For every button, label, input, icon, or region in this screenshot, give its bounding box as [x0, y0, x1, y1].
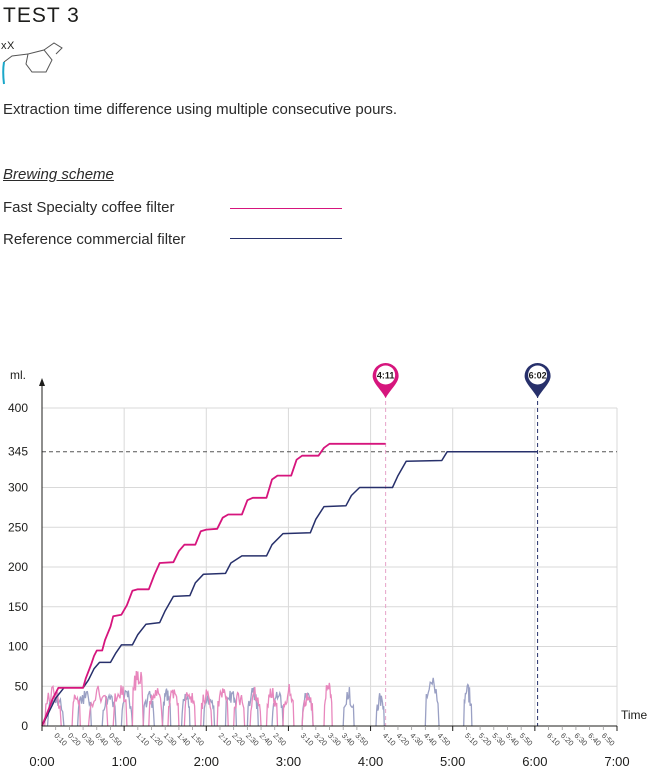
- fast_flow-burst: [71, 694, 81, 727]
- fast_flow-burst: [323, 682, 333, 727]
- x-minor-tick-label: 4:30: [408, 731, 425, 748]
- x-minor-tick-label: 6:20: [559, 731, 576, 748]
- reference-marker-face: [528, 365, 548, 385]
- legend-line-reference: [230, 238, 342, 239]
- x-axis-label: Time: [621, 708, 648, 722]
- fast-marker-label: 4:11: [377, 371, 395, 381]
- reference-marker-label: 6:02: [529, 371, 547, 381]
- fast-marker-face: [376, 365, 396, 385]
- fast_flow-burst: [112, 685, 128, 727]
- x-minor-tick-label: 6:50: [600, 731, 617, 748]
- x-major-tick-label: 5:00: [440, 754, 465, 769]
- y-tick-label: 250: [8, 520, 28, 534]
- x-minor-tick-label: 3:10: [299, 731, 316, 748]
- x-major-tick-label: 7:00: [604, 754, 629, 769]
- y-tick-label: 0: [21, 719, 28, 733]
- fast_flow-burst: [216, 688, 229, 727]
- fast_flow-burst: [301, 693, 314, 727]
- description: Extraction time difference using multipl…: [3, 101, 398, 118]
- reference-volume-line: [41, 450, 538, 727]
- page-title: TEST 3: [3, 4, 80, 27]
- reference_flow-burst: [76, 690, 92, 727]
- fast_flow-burst: [249, 686, 262, 727]
- fast-volume-line: [41, 442, 386, 727]
- x-minor-tick-label: 6:30: [573, 731, 590, 748]
- reference_flow-burst: [424, 677, 440, 727]
- x-minor-tick-label: 0:30: [80, 731, 97, 748]
- reference_flow-burst: [463, 683, 473, 727]
- y-tick-label: 400: [8, 401, 28, 415]
- fast_flow-burst: [265, 688, 279, 727]
- x-minor-tick-label: 5:10: [463, 731, 480, 748]
- x-minor-tick-label: 0:10: [52, 731, 69, 748]
- fast_flow-burst: [183, 692, 196, 727]
- reference_flow-burst: [246, 687, 259, 727]
- fast_flow-burst: [200, 689, 213, 727]
- x-major-tick-label: 2:00: [194, 754, 219, 769]
- fast_flow-burst: [148, 688, 164, 727]
- x-minor-tick-label: 2:20: [230, 731, 247, 748]
- x-minor-tick-label: 5:50: [518, 731, 535, 748]
- x-minor-tick-label: 4:50: [436, 731, 453, 748]
- scheme-heading: Brewing scheme: [3, 166, 114, 183]
- x-major-tick-label: 0:00: [29, 754, 54, 769]
- reference_flow-burst: [342, 687, 355, 727]
- reference_flow-burst: [101, 692, 117, 727]
- legend-line-fast: [230, 208, 342, 209]
- x-minor-tick-label: 6:10: [545, 731, 562, 748]
- x-minor-tick-label: 5:40: [504, 731, 521, 748]
- logo-text: xX: [1, 40, 15, 52]
- x-major-tick-label: 6:00: [522, 754, 547, 769]
- fast_flow-burst: [282, 684, 295, 727]
- reference_flow-burst: [142, 690, 155, 727]
- x-minor-tick-label: 1:20: [148, 731, 165, 748]
- x-minor-tick-label: 0:40: [93, 731, 110, 748]
- kettle-logo-icon: [2, 42, 63, 85]
- x-minor-tick-label: 3:30: [326, 731, 343, 748]
- x-major-tick-label: 3:00: [276, 754, 301, 769]
- x-minor-tick-label: 5:20: [477, 731, 494, 748]
- x-major-tick-label: 4:00: [358, 754, 383, 769]
- y-tick-label: 100: [8, 640, 28, 654]
- x-minor-tick-label: 3:20: [312, 731, 329, 748]
- x-minor-tick-label: 6:40: [586, 731, 603, 748]
- x-minor-tick-label: 2:40: [258, 731, 275, 748]
- x-minor-tick-label: 1:30: [162, 731, 179, 748]
- x-minor-tick-label: 3:50: [353, 731, 370, 748]
- x-minor-tick-label: 1:40: [175, 731, 192, 748]
- y-axis-arrow: [39, 378, 45, 386]
- x-minor-tick-label: 3:40: [340, 731, 357, 748]
- x-minor-tick-label: 2:50: [271, 731, 288, 748]
- x-major-tick-label: 1:00: [111, 754, 136, 769]
- brewing-chart: 0 50 100 150 200 250 300 400 345 4:11 6:02 ml. Time 0…: [8, 363, 648, 769]
- reference_flow-burst: [120, 689, 134, 727]
- y-tick-label: 300: [8, 481, 28, 495]
- x-minor-tick-label: 4:10: [381, 731, 398, 748]
- y-tick-label: 50: [15, 679, 29, 693]
- fast_flow-burst: [44, 685, 62, 727]
- reference_flow-burst: [375, 693, 385, 727]
- x-minor-tick-label: 1:10: [134, 731, 151, 748]
- x-minor-tick-label: 0:20: [66, 731, 83, 748]
- fast_flow-burst: [233, 691, 246, 727]
- y-tick-label: 150: [8, 600, 28, 614]
- fast_flow-burst: [167, 689, 180, 727]
- y-tick-label: 200: [8, 560, 28, 574]
- x-minor-tick-label: 1:50: [189, 731, 206, 748]
- x-minor-tick-label: 0:50: [107, 731, 124, 748]
- x-minor-tick-label: 2:30: [244, 731, 261, 748]
- legend-label-fast: Fast Specialty coffee filter: [3, 199, 175, 216]
- x-minor-tick-label: 5:30: [490, 731, 507, 748]
- x-minor-tick-label: 4:40: [422, 731, 439, 748]
- legend-label-reference: Reference commercial filter: [3, 231, 186, 248]
- x-minor-tick-label: 2:10: [217, 731, 234, 748]
- reference_flow-burst: [161, 688, 172, 727]
- x-minor-tick-label: 4:20: [395, 731, 412, 748]
- fast_flow-burst: [87, 685, 109, 727]
- fast_flow-burst: [131, 670, 144, 727]
- y-axis-label: ml.: [10, 368, 26, 382]
- y-reference-label: 345: [8, 445, 28, 459]
